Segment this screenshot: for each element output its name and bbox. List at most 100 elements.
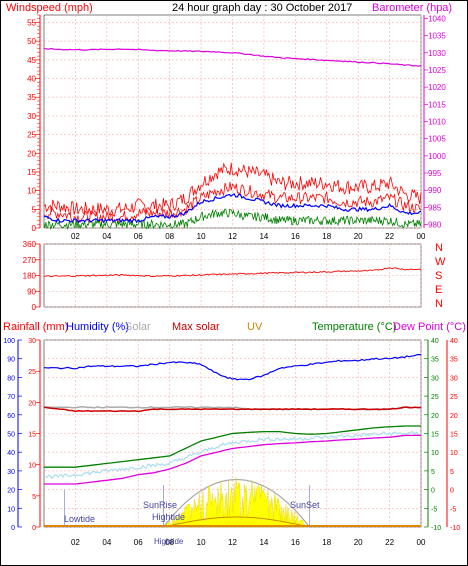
gust-series-line [43,162,422,217]
barometer-series-line [43,47,422,67]
windspeed-tick-label: 20 [27,149,36,158]
windspeed-axis-label: Windspeed (mph) [6,2,93,14]
windspeed-tick-label: 5 [32,205,37,214]
humidity-series-line [43,353,422,381]
apparent-temperature-line [43,431,422,480]
top-x-tick-label: 14 [259,232,268,241]
dewpoint-tick-label: -5 [450,506,456,513]
windspeed-tick-label: 30 [27,112,36,121]
rainfall-tick-label: 15 [28,432,36,439]
rainfall-tick-label: 25 [28,369,36,376]
legend-max-solar: Max solar [172,321,220,333]
direction-tick-label: 0 [32,303,37,312]
humidity-tick-label: 100 [3,338,15,345]
sunset-label: SunSet [290,500,320,510]
uv-series-line [163,516,308,528]
humidity-tick-label: 30 [7,469,15,476]
top-x-tick-label: 02 [71,232,80,241]
compass-label: N [435,242,443,254]
temperature-tick-label: 5 [431,469,435,476]
bottom-x-tick-label: 12 [228,538,237,547]
wind-baro-series [43,47,422,231]
direction-series [43,267,422,278]
chart-title: 24 hour graph day : 30 October 2017 [172,2,352,14]
windspeed-tick-label: 55 [27,18,36,27]
dewpoint-tick-label: 40 [450,338,458,345]
humidity-tick-label: 90 [7,357,15,364]
top-x-tick-label: 04 [102,232,111,241]
humidity-tick-label: 60 [7,413,15,420]
barometer-axis-label: Barometer (hpa) [372,2,452,14]
legend-humidity: Humidity (%) [66,321,129,333]
top-x-tick-label: 16 [291,232,300,241]
temperature-tick-label: 0 [431,488,435,495]
dewpoint-series-line [44,434,421,485]
bottom-x-tick-label: 04 [102,538,111,547]
bottom-x-tick-label: 06 [134,538,143,547]
temperature-tick-label: 10 [431,450,439,457]
barometer-tick-label: 1025 [428,66,446,75]
direction-tick-label: 360 [23,240,37,249]
temperature-tick-label: 35 [431,357,439,364]
dewpoint-tick-label: 10 [450,450,458,457]
lull-series-line [43,208,422,231]
bottom-x-ticks: 02 04 06 08 10 12 14 16 18 20 22 00 [71,538,426,547]
direction-tick-label: 90 [27,287,36,296]
dewpoint-tick-label: 35 [450,357,458,364]
barometer-tick-label: 1000 [428,152,446,161]
barometer-ticks: 980 985 990 995 1000 1005 1010 1015 1020 1025 1030… [424,14,446,230]
temperature-tick-label: 40 [431,338,439,345]
windspeed-tick-label: 10 [27,187,36,196]
sunrise-label: SunRise [143,500,177,510]
humidity-tick-label: 20 [7,488,15,495]
dewpoint-tick-label: 15 [450,432,458,439]
rainfall-tick-label: 10 [28,463,36,470]
temperature-tick-label: 30 [431,375,439,382]
compass-label: N [435,298,443,310]
humidity-tick-label: 70 [7,394,15,401]
bottom-series [43,353,422,528]
barometer-tick-label: 1015 [428,100,446,109]
dewpoint-tick-label: 5 [450,469,454,476]
windspeed-tick-label: 15 [27,168,36,177]
dewpoint-tick-label: -10 [450,525,460,532]
legend-rainfall: Rainfall (mm) [3,321,68,333]
lowtide-label: Lowtide [64,514,95,524]
hightide-label: Hightide [152,512,185,522]
direction-tick-label: 270 [23,256,37,265]
humidity-tick-label: 50 [7,432,15,439]
barometer-tick-label: 1005 [428,135,446,144]
windspeed-tick-label: 50 [27,37,36,46]
dewpoint-tick-label: 30 [450,375,458,382]
compass-label: E [435,284,442,296]
rainfall-tick-label: 5 [32,494,36,501]
top-x-tick-label: 06 [134,232,143,241]
barometer-tick-label: 995 [428,169,442,178]
legend-dewpoint: Dew Point (°C) [393,321,466,333]
temperature-tick-label: -10 [431,525,441,532]
windspeed-tick-label: 45 [27,56,36,65]
temperature-tick-label: 15 [431,432,439,439]
bottom-x-tick-label: 18 [322,538,331,547]
direction-series-line [43,267,422,278]
top-x-tick-label: 00 [417,232,426,241]
rainfall-tick-label: 20 [28,400,36,407]
direction-tick-label: 180 [23,272,37,281]
humidity-tick-label: 10 [7,506,15,513]
dewpoint-tick-label: 25 [450,394,458,401]
temperature-series-line [44,425,421,468]
barometer-tick-label: 1040 [428,14,446,23]
rainfall-tick-label: 30 [28,338,36,345]
max-solar-series-line [43,406,421,413]
rainfall-tick-label: 0 [32,525,36,532]
barometer-tick-label: 990 [428,186,442,195]
bottom-x-tick-label: 00 [417,538,426,547]
windspeed-tick-label: 40 [27,75,36,84]
hightide-x-label: Hightide [154,537,184,546]
bottom-x-tick-label: 22 [385,538,394,547]
compass-label: W [435,256,446,268]
direction-ticks: 0 90 180 270 360 [23,240,40,312]
